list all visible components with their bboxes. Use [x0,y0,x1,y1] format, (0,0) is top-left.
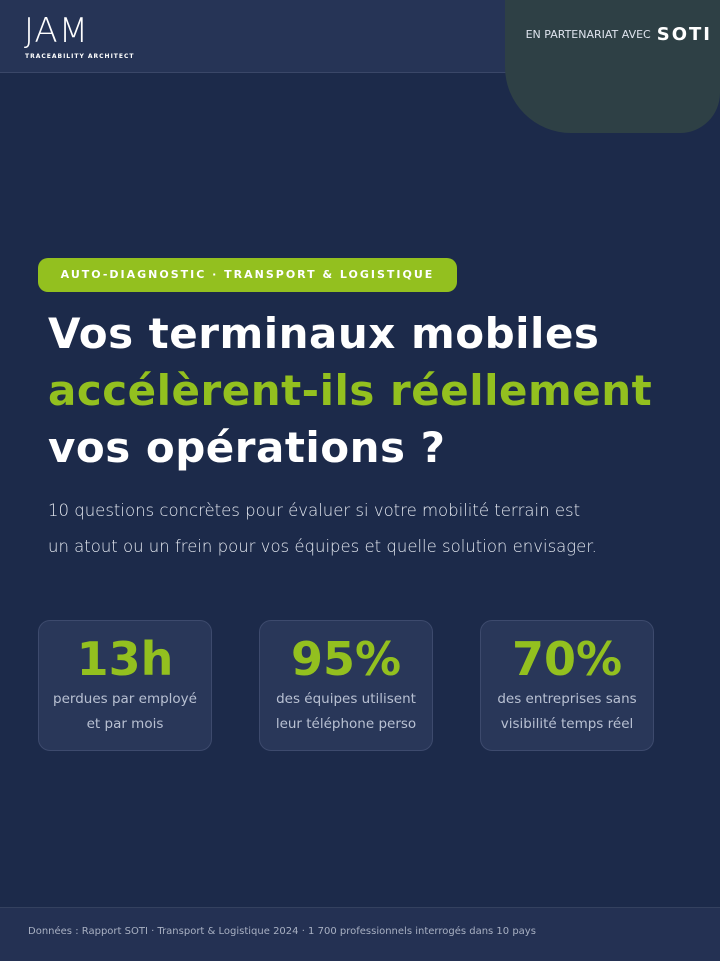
stat-caption: perdues par employé [53,691,197,707]
subtitle-line: un atout ou un frein pour vos équipes et… [48,537,597,556]
decor-shape [505,0,720,133]
title-line: accélèrent-ils réellement [48,366,653,415]
badge: AUTO-DIAGNOSTIC · TRANSPORT & LOGISTIQUE [38,258,457,292]
title-line: Vos terminaux mobiles [48,309,600,358]
footer: Données : Rapport SOTI · Transport & Log… [0,907,720,961]
subtitle: 10 questions concrètes pour évaluer si v… [48,493,597,565]
subtitle-line: 10 questions concrètes pour évaluer si v… [48,501,581,520]
partner-label: EN PARTENARIAT AVEC [525,28,651,41]
partner-name: SOTI [656,24,712,45]
title-line: vos opérations ? [48,423,446,472]
partner: EN PARTENARIAT AVEC SOTI [526,24,712,45]
title: Vos terminaux mobiles accélèrent-ils rée… [48,305,652,476]
stat-value: 13h [76,632,174,686]
stat-card: 95% des équipes utilisent leur téléphone p… [259,620,433,751]
logo: JAM [24,11,90,51]
stat-card: 70% des entreprises sans visibilité temps … [480,620,654,751]
stat-value: 70% [511,632,623,686]
stat-card: 13h perdues par employé et par mois [38,620,212,751]
stat-caption: leur téléphone perso [275,716,417,732]
stat-value: 95% [290,632,402,686]
stat-caption: visibilité temps réel [500,716,634,732]
stat-caption: des entreprises sans [497,691,637,707]
stat-caption: des équipes utilisent [276,691,416,707]
logo-tagline: TRACEABILITY ARCHITECT [25,53,135,60]
footer-note: Données : Rapport SOTI · Transport & Log… [28,926,536,937]
stat-caption: et par mois [86,716,164,732]
